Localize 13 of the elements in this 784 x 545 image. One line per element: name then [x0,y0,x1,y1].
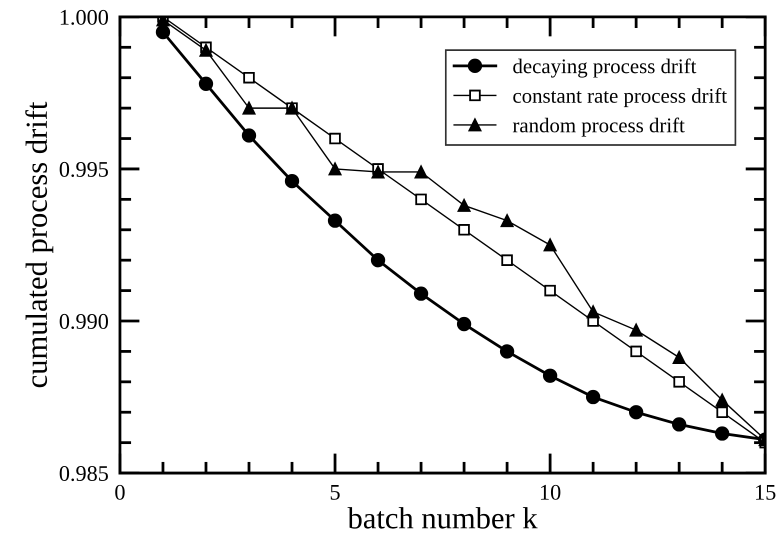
y-tick-label: 0.985 [60,466,108,482]
y-axis-title: cumulated process drift [25,102,54,388]
x-tick-label: 10 [540,484,560,500]
x-axis-title: batch number k [348,507,538,529]
y-tick-label: 1.000 [60,10,108,25]
x-tick-label: 0 [115,484,125,500]
legend-label: decaying process drift [513,58,696,78]
legend-label: constant rate process drift [513,88,727,108]
y-tick-label: 0.990 [60,314,108,330]
legend-label: random process drift [512,118,685,137]
y-tick-label: 0.995 [60,162,108,177]
x-tick-label: 5 [330,485,340,500]
x-tick-label: 15 [756,484,776,500]
